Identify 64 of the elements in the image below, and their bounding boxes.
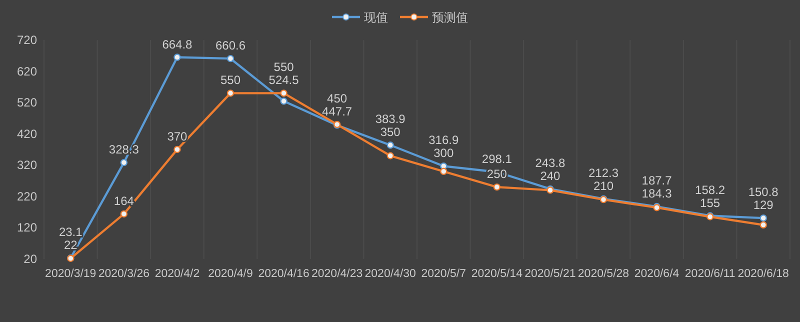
data-label: 370 bbox=[167, 130, 188, 144]
data-label: 158.2 bbox=[695, 182, 726, 197]
point bbox=[386, 152, 394, 160]
data-label: 383.9 bbox=[375, 112, 406, 126]
data-label: 298.1 bbox=[482, 152, 512, 166]
y-tick-label: 520 bbox=[16, 96, 38, 110]
point bbox=[493, 183, 501, 191]
legend-label: 预测值 bbox=[432, 10, 468, 24]
point bbox=[120, 210, 128, 218]
data-label: 184.3 bbox=[642, 186, 672, 201]
point bbox=[174, 54, 181, 61]
data-label: 129 bbox=[753, 198, 774, 212]
x-tick-label: 2020/4/2 bbox=[154, 268, 200, 280]
data-label: 187.7 bbox=[642, 174, 672, 188]
x-tick-label: 2020/3/26 bbox=[98, 268, 150, 280]
x-tick-label: 2020/5/7 bbox=[421, 268, 466, 280]
point bbox=[120, 158, 128, 166]
x-tick-label: 2020/4/16 bbox=[258, 268, 310, 280]
y-tick-label: 720 bbox=[16, 33, 38, 47]
y-tick-label: 620 bbox=[16, 64, 38, 78]
data-label: 550 bbox=[274, 60, 294, 74]
y-tick-label: 320 bbox=[16, 158, 38, 172]
data-label: 23.1 bbox=[58, 225, 83, 240]
data-label: 240 bbox=[540, 168, 561, 183]
y-tick-label: 120 bbox=[16, 220, 38, 235]
data-label: 524.5 bbox=[268, 73, 300, 88]
y-tick-label: 220 bbox=[16, 189, 38, 204]
data-label: 664.8 bbox=[162, 37, 193, 52]
x-tick-label: 2020/5/21 bbox=[524, 268, 576, 280]
data-label: 243.8 bbox=[535, 156, 566, 170]
x-tick-label: 2020/5/28 bbox=[578, 268, 630, 280]
data-label: 210 bbox=[593, 178, 614, 193]
point bbox=[280, 90, 288, 97]
x-tick-label: 2020/6/18 bbox=[738, 268, 789, 280]
point bbox=[174, 146, 181, 154]
data-label: 22 bbox=[64, 238, 78, 252]
x-tick-label: 2020/5/14 bbox=[471, 268, 524, 280]
point bbox=[386, 142, 394, 149]
data-label: 350 bbox=[380, 125, 401, 140]
point bbox=[760, 214, 767, 222]
x-tick-label: 2020/4/30 bbox=[364, 268, 416, 280]
data-label: 316.9 bbox=[428, 133, 459, 148]
x-tick-label: 2020/4/9 bbox=[208, 268, 253, 280]
data-label: 300 bbox=[434, 146, 454, 160]
point bbox=[226, 90, 234, 97]
data-label: 155 bbox=[700, 196, 720, 210]
point bbox=[280, 98, 288, 105]
point bbox=[440, 168, 448, 175]
data-label: 212.3 bbox=[588, 166, 619, 180]
x-tick-label: 2020/3/19 bbox=[45, 268, 96, 280]
data-label: 447.7 bbox=[322, 104, 352, 118]
data-label: 660.6 bbox=[215, 38, 246, 53]
x-tick-label: 2020/6/11 bbox=[684, 268, 736, 280]
y-tick-label: 420 bbox=[16, 126, 38, 141]
data-label: 150.8 bbox=[748, 185, 779, 200]
x-tick-label: 2020/6/4 bbox=[634, 268, 680, 280]
y-tick-label: 20 bbox=[24, 252, 38, 266]
data-label: 164 bbox=[114, 194, 134, 208]
data-label: 550 bbox=[220, 73, 241, 88]
legend-label: 现值 bbox=[364, 10, 388, 24]
data-label: 450 bbox=[327, 91, 348, 106]
point bbox=[760, 221, 767, 228]
x-tick-label: 2020/4/23 bbox=[311, 268, 363, 280]
point bbox=[226, 54, 234, 62]
